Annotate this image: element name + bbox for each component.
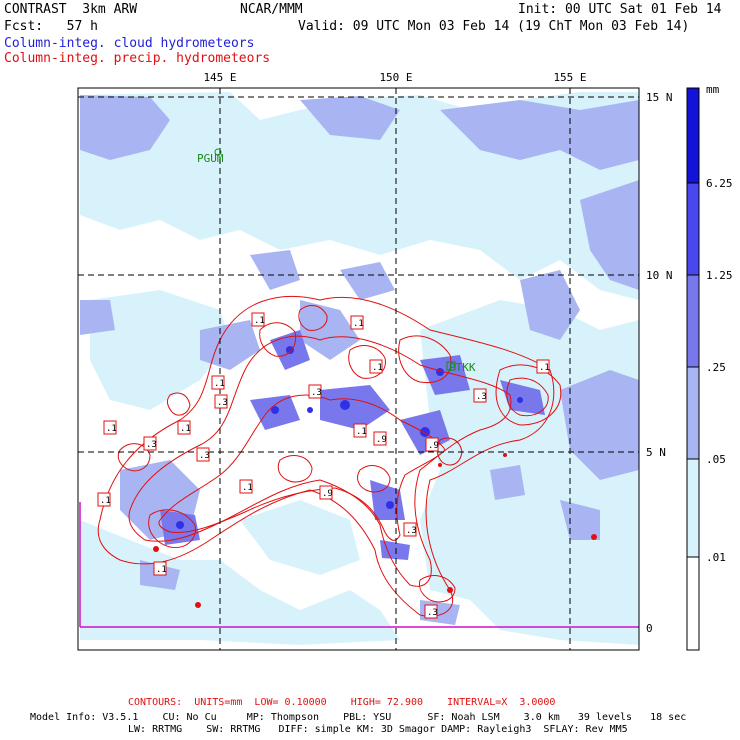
init-time: Init: 00 UTC Sat 01 Feb 14: [518, 2, 722, 17]
contour-info: CONTOURS: UNITS=mm LOW= 0.10000 HIGH= 72…: [128, 697, 556, 708]
svg-text:.1: .1: [539, 363, 550, 373]
station-marker-ptkk: [446, 361, 456, 371]
svg-text:.3: .3: [146, 440, 157, 450]
lat-label-5n: 5 N: [646, 446, 666, 459]
contour-label-box: .1: [97, 492, 111, 507]
contour-label-box: .3: [196, 447, 210, 462]
map-frame: [77, 87, 640, 651]
domain-boundary: [79, 502, 639, 628]
station-label-ptkk: PTKK: [449, 361, 476, 374]
contour-label-box: .3: [403, 522, 417, 537]
contour-label-box: .3: [424, 604, 438, 619]
contour-label-box: .9: [425, 437, 439, 452]
contour-label-box: .1: [350, 315, 364, 330]
svg-text:.3: .3: [199, 451, 210, 461]
svg-text:.1: .1: [254, 316, 265, 326]
colorbar-bin: [687, 459, 699, 557]
cloud-field-label: Column-integ. cloud hydrometeors: [4, 36, 255, 51]
lon-label-145e: 145 E: [203, 71, 236, 84]
svg-text:.9: .9: [376, 435, 387, 445]
lat-label-10n: 10 N: [646, 269, 673, 282]
contour-label-box: .3: [308, 384, 322, 399]
svg-text:.9: .9: [428, 441, 439, 451]
svg-text:.1: .1: [214, 379, 225, 389]
colorbar-bin: [687, 88, 699, 183]
colorbar-level-label: 6.25: [706, 177, 733, 190]
svg-text:.3: .3: [406, 526, 417, 536]
precip-field-label: Column-integ. precip. hydrometeors: [4, 51, 271, 66]
valid-time: Valid: 09 UTC Mon 03 Feb 14 (19 ChT Mon …: [298, 19, 690, 34]
contour-label-box: .3: [214, 394, 228, 409]
contour-labels: .1 .1 .1 .1 .1 .3 .3 .3 .1 .1 .3 .1 .9 .…: [97, 312, 550, 619]
svg-text:.3: .3: [427, 608, 438, 618]
colorbar-level-label: 1.25: [706, 269, 733, 282]
contour-label-box: .1: [251, 312, 265, 327]
contour-label-box: .9: [319, 485, 333, 500]
contour-label-box: .1: [239, 479, 253, 494]
contour-label-box: .9: [373, 431, 387, 446]
contour-label-box: .1: [153, 561, 167, 576]
colorbar-bin: [687, 275, 699, 367]
svg-text:.1: .1: [100, 496, 111, 506]
svg-text:.1: .1: [180, 424, 191, 434]
colorbar-level-label: .25: [706, 361, 726, 374]
lon-label-150e: 150 E: [379, 71, 412, 84]
contour-label-box: .1: [369, 359, 383, 374]
contour-label-box: .1: [177, 420, 191, 435]
svg-text:.1: .1: [372, 363, 383, 373]
svg-text:.3: .3: [311, 388, 322, 398]
contour-label-box: .1: [536, 359, 550, 374]
svg-text:.1: .1: [106, 424, 117, 434]
lat-label-0: 0: [646, 622, 653, 635]
colorbar-level-label: .05: [706, 453, 726, 466]
colorbar-frame: [686, 87, 700, 651]
precip-hydrometeor-contours: [97, 295, 562, 617]
contour-label-box: .1: [211, 375, 225, 390]
lon-label-155e: 155 E: [553, 71, 586, 84]
model-info-line-2: LW: RRTMG SW: RRTMG DIFF: simple KM: 3D …: [128, 724, 628, 735]
svg-text:.9: .9: [322, 489, 333, 499]
colorbar-unit: mm: [706, 83, 720, 96]
svg-text:.1: .1: [156, 565, 167, 575]
colorbar-bin: [687, 557, 699, 650]
model-title: CONTRAST 3km ARW: [4, 2, 138, 17]
svg-text:.1: .1: [356, 427, 367, 437]
model-info-line-1: Model Info: V3.5.1 CU: No Cu MP: Thompso…: [30, 712, 687, 723]
svg-text:.1: .1: [353, 319, 364, 329]
contour-label-box: .3: [473, 388, 487, 403]
contour-label-box: .1: [103, 420, 117, 435]
svg-text:.1: .1: [242, 483, 253, 493]
colorbar-level-label: .01: [706, 551, 726, 564]
svg-text:.3: .3: [217, 398, 228, 408]
station-marker-pgum: [214, 148, 222, 156]
contour-label-box: .1: [353, 423, 367, 438]
colorbar: mm 6.25 1.25 .25 .05 .01: [686, 83, 733, 651]
svg-text:.3: .3: [476, 392, 487, 402]
station-label-pgum: PGUM: [197, 152, 224, 165]
forecast-hour: Fcst: 57 h: [4, 19, 98, 34]
lat-label-15n: 15 N: [646, 91, 673, 104]
organization-label: NCAR/MMM: [240, 2, 303, 17]
colorbar-bin: [687, 367, 699, 459]
graticule: [78, 88, 639, 650]
contour-label-box: .3: [143, 436, 157, 451]
colorbar-bin: [687, 183, 699, 275]
